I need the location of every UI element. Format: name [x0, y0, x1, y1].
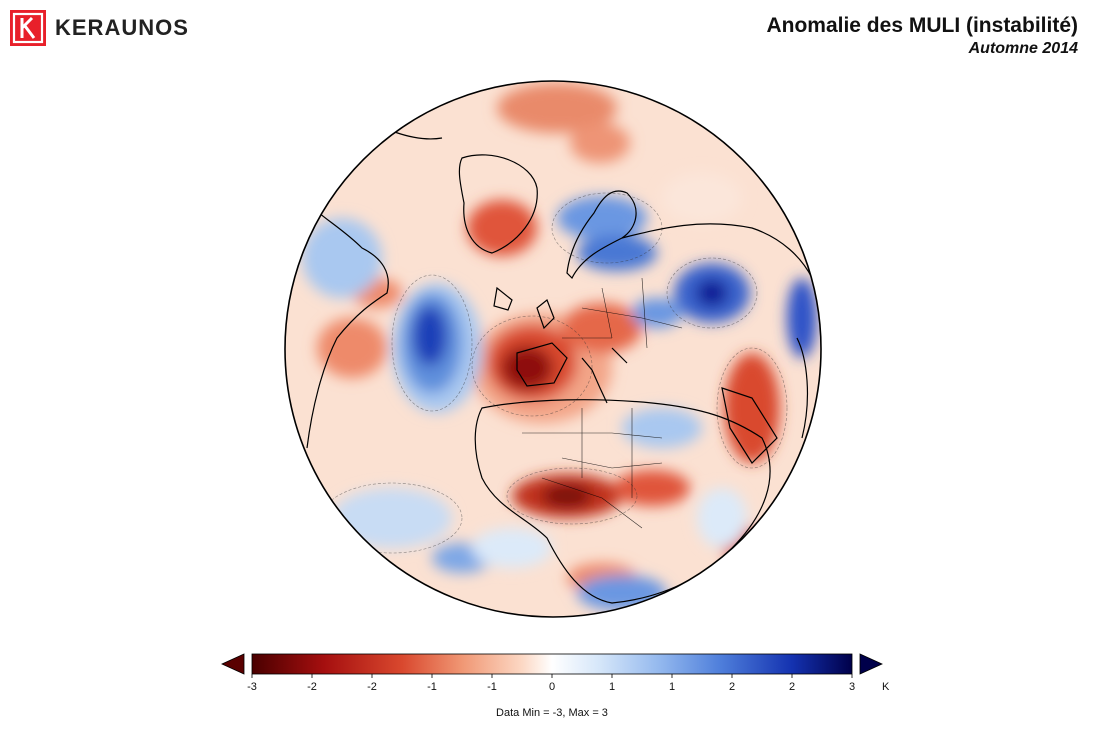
- globe-map: [282, 78, 824, 620]
- cool-area-baltic: [577, 235, 657, 271]
- borders: [522, 277, 683, 529]
- map-subtitle: Automne 2014: [968, 40, 1078, 57]
- cool-area-south-atlantic: [332, 488, 452, 548]
- globe-outline: [284, 80, 822, 618]
- colorbar-tick-label: -2: [307, 681, 317, 693]
- neutral-area-siberia: [662, 173, 742, 223]
- cool-core-mid-atlantic: [413, 306, 447, 366]
- warm-area-west-atlantic: [317, 318, 387, 378]
- iberia-outline: [516, 342, 568, 387]
- warm-area-arctic: [497, 83, 617, 133]
- cool-area-scandinavia: [557, 196, 647, 240]
- colorbar-tick-label: 1: [609, 681, 615, 693]
- british-isles-outline: [536, 299, 555, 330]
- warm-area-greenland-east: [467, 200, 537, 256]
- cool-area-ukraine: [632, 298, 682, 328]
- map-title: Anomalie des MULI (instabilité): [766, 14, 1078, 37]
- colorbar-tick-label: 0: [549, 681, 555, 693]
- cool-area-canada: [302, 218, 382, 298]
- contour-lines: [321, 192, 788, 554]
- logo-text: KERAUNOS: [55, 15, 189, 40]
- colorbar-tick-label: 2: [789, 681, 795, 693]
- warm-core-sahel: [542, 484, 592, 508]
- cool-core-russia: [696, 279, 728, 307]
- italy-balkans-outline: [581, 347, 628, 404]
- globe-svg: [284, 80, 822, 618]
- colorbar-ticks: -3 -2 -2 -1 -1 0 1 1 2 2 3: [247, 674, 855, 693]
- cool-area-southern-africa: [577, 575, 667, 611]
- keraunos-logo: KERAUNOS: [10, 10, 189, 46]
- title-block: Anomalie des MULI (instabilité) Automne …: [766, 14, 1078, 58]
- colorbar-tick-label: -1: [487, 681, 497, 693]
- colorbar-tick-label: 3: [849, 681, 855, 693]
- colorbar-tick-label: -2: [367, 681, 377, 693]
- cool-area-egypt: [622, 408, 702, 448]
- colorbar-tick-label: 1: [669, 681, 675, 693]
- warm-core-iberia: [501, 346, 553, 390]
- arabia-outline: [721, 387, 778, 464]
- colorbar-gradient: [251, 653, 853, 675]
- greenland-outline: [458, 154, 538, 254]
- colorbar-tick-label: 2: [729, 681, 735, 693]
- warm-area-central-europe: [562, 303, 642, 353]
- cool-area-central-asia: [787, 278, 817, 358]
- keraunos-logo-icon: [10, 10, 46, 46]
- scandinavia-outline: [566, 190, 637, 280]
- warm-area-barents: [570, 123, 630, 163]
- warm-area-arabia: [724, 353, 780, 463]
- north-america-outline: [301, 197, 389, 449]
- anomaly-field: [302, 83, 817, 611]
- neutral-area-horn-africa: [697, 488, 747, 548]
- data-range-text: Data Min = -3, Max = 3: [496, 707, 608, 719]
- colorbar-tick-label: -3: [247, 681, 257, 693]
- colorbar-max-arrow: [859, 653, 883, 675]
- colorbar-svg: -3 -2 -2 -1 -1 0 1 1 2 2 3 K: [221, 653, 890, 693]
- caspian-asia-outline: [796, 337, 809, 439]
- russia-coast-outline: [621, 223, 813, 279]
- colorbar-unit: K: [882, 681, 890, 693]
- colorbar-tick-label: -1: [427, 681, 437, 693]
- neutral-area-gulf-guinea: [472, 528, 552, 568]
- iceland-outline: [493, 286, 513, 311]
- colorbar: -3 -2 -2 -1 -1 0 1 1 2 2 3 K: [218, 648, 898, 718]
- colorbar-min-arrow: [221, 653, 245, 675]
- warm-area-east-africa: [614, 470, 690, 506]
